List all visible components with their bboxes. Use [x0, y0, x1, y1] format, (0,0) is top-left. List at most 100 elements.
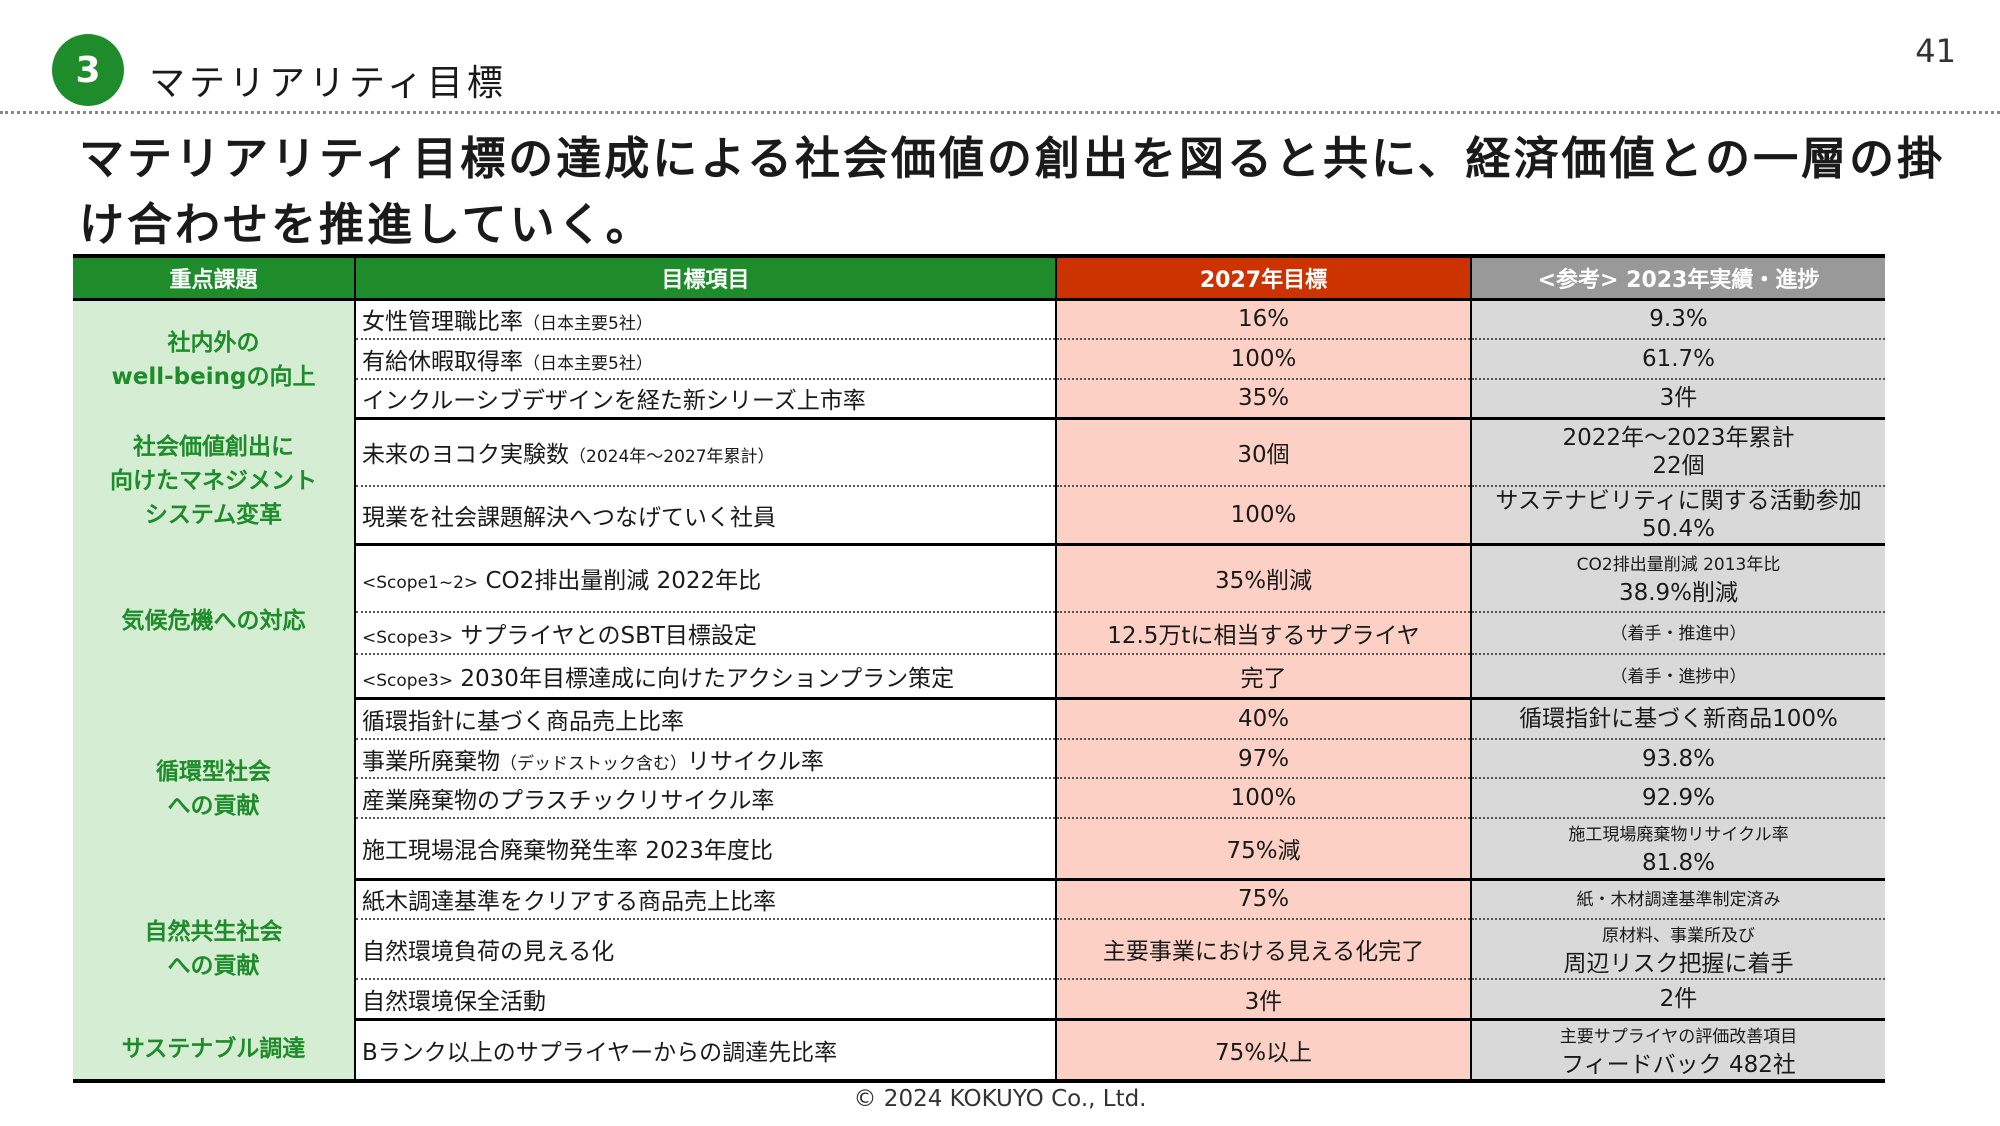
target-2027-cell: 主要事業における見える化完了: [1056, 919, 1472, 980]
target-value: 100%: [1230, 345, 1297, 372]
headline: マテリアリティ目標の達成による社会価値の創出を図ると共に、経済価値との一層の掛け…: [79, 132, 1946, 251]
item-cell: 自然環境保全活動: [355, 979, 1057, 1021]
actual-2023-cell: （着手・進捗中）: [1471, 654, 1885, 700]
target-2027-cell: 75%減: [1056, 818, 1472, 881]
actual-value: 2件: [1659, 985, 1698, 1012]
target-2027-cell: 12.5万tに相当するサプライヤ: [1056, 612, 1472, 655]
item-text: 事業所廃棄物: [362, 748, 500, 775]
dotted-divider: [0, 111, 2000, 114]
table-row: <Scope3> 2030年目標達成に向けたアクションプラン策定 完了 （着手・進捗…: [73, 654, 1885, 700]
target-2027-cell: 100%: [1056, 485, 1472, 546]
theme-cell: 社内外の well-beingの向上: [73, 299, 356, 419]
table-row: 気候危機への対応 <Scope1~2> CO2排出量削減 2022年比 35%削減 C…: [73, 544, 1885, 698]
target-value: 75%以上: [1214, 1039, 1313, 1066]
item-text: 2030年目標達成に向けたアクションプラン策定: [460, 665, 955, 692]
target-2027-cell: 75%: [1056, 879, 1472, 920]
actual-2023-cell: サステナビリティに関する活動参加 50.4%: [1471, 485, 1885, 546]
theme-label: システム変革: [144, 502, 283, 529]
target-2027-cell: 完了: [1056, 654, 1472, 700]
actual-2023-cell: 主要サプライヤの評価改善項目フィードバック 482社: [1471, 1019, 1885, 1082]
header-theme: 重点課題: [73, 256, 356, 301]
table-row: 産業廃棄物のプラスチックリサイクル率 100% 92.9%: [73, 778, 1885, 819]
item-cell: 現業を社会課題解決へつなげていく社員: [355, 485, 1057, 546]
item-text: 自然環境保全活動: [362, 988, 546, 1015]
theme-label: 社会価値創出に: [133, 434, 294, 461]
table-row: インクルーシブデザインを経た新シリーズ上市率 35% 3件: [73, 378, 1885, 420]
table-row: 自然環境保全活動 3件 2件: [73, 979, 1885, 1021]
actual-2023-cell: 61.7%: [1471, 338, 1885, 380]
section-title: マテリアリティ目標: [149, 63, 507, 104]
copyright: © 2024 KOKUYO Co., Ltd.: [853, 1086, 1147, 1112]
header-2023-actual: <参考> 2023年実績・進捗: [1471, 256, 1885, 301]
actual-value: 主要サプライヤの評価改善項目: [1559, 1026, 1798, 1047]
scope-prefix: <Scope1~2>: [362, 573, 479, 594]
actual-value: 紙・木材調達基準制定済み: [1576, 890, 1781, 911]
table-header-row: 重点課題 目標項目 2027年目標 <参考> 2023年実績・進捗: [73, 256, 1885, 301]
actual-value: 原材料、事業所及び: [1602, 926, 1755, 946]
target-value: 12.5万tに相当するサプライヤ: [1107, 623, 1420, 649]
table-row: 施工現場混合廃棄物発生率 2023年度比 75%減 施工現場廃棄物リサイクル率 81.…: [73, 818, 1885, 881]
actual-2023-cell: CO2排出量削減 2013年比 38.9%削減: [1471, 544, 1885, 613]
actual-value: CO2排出量削減 2013年比: [1576, 555, 1781, 576]
item-text: 施工現場混合廃棄物発生率 2023年度比: [362, 838, 773, 865]
table-row: 有給休暇取得率（日本主要5社） 100% 61.7%: [73, 338, 1885, 380]
item-note: （日本主要5社）: [523, 314, 653, 335]
theme-label: 気候危機への対応: [121, 608, 306, 634]
scope-prefix: <Scope3>: [362, 628, 454, 648]
item-note: （デッドストック含む）: [500, 753, 687, 774]
materiality-targets-table: 重点課題 目標項目 2027年目標 <参考> 2023年実績・進捗 社内外の we…: [73, 254, 1885, 1083]
target-2027-cell: 16%: [1056, 299, 1472, 340]
header-item: 目標項目: [355, 256, 1057, 301]
item-cell: 循環指針に基づく商品売上比率: [355, 698, 1057, 740]
actual-2023-cell: 循環指針に基づく新商品100%: [1471, 698, 1885, 740]
item-cell: 紙木調達基準をクリアする商品売上比率: [355, 879, 1057, 920]
item-cell: インクルーシブデザインを経た新シリーズ上市率: [355, 378, 1057, 420]
item-cell: Bランク以上のサプライヤーからの調達先比率: [355, 1019, 1057, 1082]
item-text: CO2排出量削減 2022年比: [485, 568, 762, 595]
actual-value: 50.4%: [1641, 515, 1716, 542]
actual-value: 周辺リスク把握に着手: [1563, 951, 1794, 977]
theme-label: 循環型社会: [156, 758, 271, 785]
target-value: 3件: [1244, 988, 1283, 1015]
table-row: 事業所廃棄物（デッドストック含む）リサイクル率 97% 93.8%: [73, 739, 1885, 779]
item-text: 循環指針に基づく商品売上比率: [362, 708, 684, 735]
item-text: インクルーシブデザインを経た新シリーズ上市率: [362, 388, 866, 415]
target-2027-cell: 40%: [1056, 698, 1472, 740]
target-value: 97%: [1237, 745, 1290, 772]
target-value: 16%: [1237, 306, 1290, 333]
actual-2023-cell: （着手・推進中）: [1471, 612, 1885, 655]
actual-value: フィードバック 482社: [1561, 1051, 1796, 1078]
actual-value: 22個: [1652, 453, 1705, 480]
actual-value: 2022年～2023年累計: [1562, 425, 1795, 452]
target-value: 75%: [1237, 886, 1290, 913]
target-2027-cell: 35%削減: [1056, 544, 1472, 613]
target-value: 30個: [1237, 442, 1290, 469]
actual-2023-cell: 原材料、事業所及び周辺リスク把握に着手: [1471, 919, 1885, 980]
target-2027-cell: 30個: [1056, 418, 1472, 487]
actual-2023-cell: 93.8%: [1471, 739, 1885, 779]
table-row: 現業を社会課題解決へつなげていく社員 100% サステナビリティに関する活動参加 50…: [73, 485, 1885, 546]
item-cell: 女性管理職比率（日本主要5社）: [355, 299, 1057, 340]
actual-value: 施工現場廃棄物リサイクル率: [1568, 825, 1789, 846]
actual-2023-cell: 2022年～2023年累計 22個: [1471, 418, 1885, 487]
theme-label: well-beingの向上: [111, 363, 316, 390]
section-number-badge: 3: [52, 34, 124, 106]
item-cell: <Scope3> 2030年目標達成に向けたアクションプラン策定: [355, 654, 1057, 700]
target-value: 75%減: [1226, 838, 1301, 865]
target-value: 35%削減: [1214, 568, 1313, 595]
target-2027-cell: 100%: [1056, 338, 1472, 380]
theme-cell: 循環型社会 への貢献: [73, 698, 356, 879]
theme-cell: 社会価値創出に 向けたマネジメント システム変革: [73, 418, 356, 544]
target-2027-cell: 97%: [1056, 739, 1472, 779]
theme-label: サステナブル調達: [121, 1035, 306, 1062]
table-row: 社内外の well-beingの向上 女性管理職比率（日本主要5社） 16% 9.3%: [73, 299, 1885, 419]
table-row: 社会価値創出に 向けたマネジメント システム変革 未来のヨコク実験数（2024年～20…: [73, 418, 1885, 544]
target-value: 100%: [1230, 501, 1297, 528]
item-cell: 未来のヨコク実験数（2024年～2027年累計）: [355, 418, 1057, 487]
target-2027-cell: 100%: [1056, 778, 1472, 819]
target-value: 35%: [1237, 385, 1290, 412]
theme-cell: 気候危機への対応: [73, 544, 356, 698]
theme-cell: サステナブル調達: [73, 1019, 356, 1082]
target-value: 40%: [1237, 705, 1290, 732]
item-cell: 有給休暇取得率（日本主要5社）: [355, 338, 1057, 380]
